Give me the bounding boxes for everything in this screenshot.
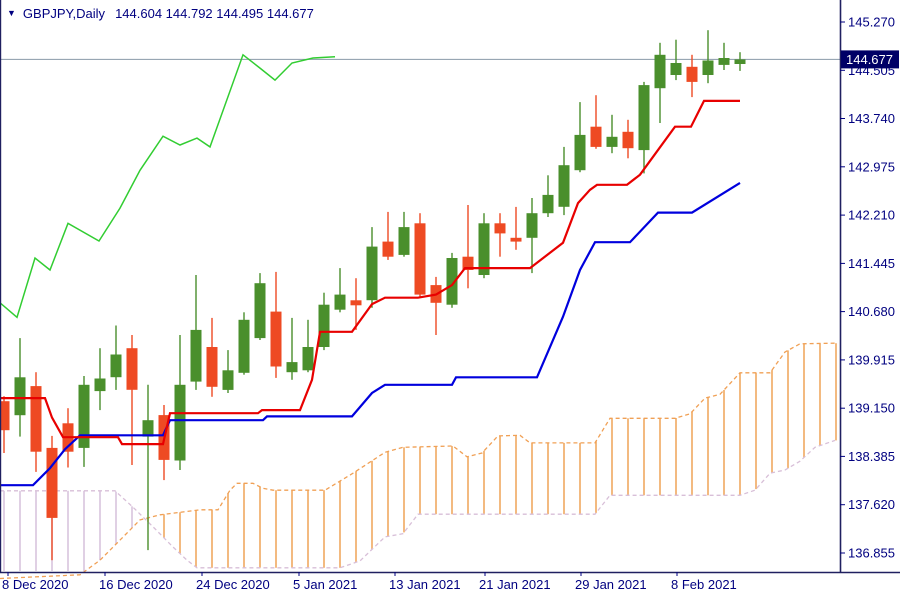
candle-body	[462, 256, 474, 270]
candle-body	[590, 126, 602, 147]
candle-body	[190, 329, 202, 382]
y-axis-label: 138.385	[848, 449, 895, 464]
candle-body	[382, 241, 394, 257]
y-axis-label: 137.620	[848, 497, 895, 512]
candle-body	[174, 384, 186, 461]
candle-body	[46, 447, 58, 518]
candle-body	[318, 304, 330, 347]
y-axis-label: 145.270	[848, 15, 895, 30]
candle-body	[638, 85, 650, 151]
candle-body	[302, 347, 314, 371]
y-axis-label: 139.150	[848, 401, 895, 416]
candle-body	[334, 294, 346, 310]
kijun-sen-line	[0, 181, 741, 487]
candle-body	[654, 54, 666, 89]
y-axis-label: 141.445	[848, 256, 895, 271]
candle-body	[0, 401, 10, 431]
symbol-dropdown-icon[interactable]: ▼	[7, 8, 16, 18]
candle-body	[222, 370, 234, 390]
candle-body	[238, 319, 250, 373]
symbol-period-label: GBPJPY,Daily	[22, 6, 106, 21]
y-axis-label: 143.740	[848, 111, 895, 126]
y-axis-label: 142.210	[848, 208, 895, 223]
candle-body	[510, 237, 522, 242]
candle-body	[254, 283, 266, 339]
candle-body	[30, 386, 42, 452]
candle-body	[126, 348, 138, 390]
senkou-span-b-line	[0, 342, 836, 580]
x-axis-label: 5 Jan 2021	[293, 577, 357, 592]
chikou-span-line	[0, 53, 336, 319]
x-axis-label: 29 Jan 2021	[575, 577, 647, 592]
candle-body	[622, 131, 634, 149]
y-axis-label: 140.680	[848, 304, 895, 319]
x-axis-label: 8 Feb 2021	[671, 577, 737, 592]
candle-body	[206, 347, 218, 387]
current-price-label: 144.677	[846, 52, 893, 67]
senkou-span-a-line	[0, 439, 836, 569]
candle-body	[14, 377, 26, 416]
candle-body	[414, 223, 426, 295]
candle-body	[718, 58, 730, 65]
x-axis-label: 8 Dec 2020	[2, 577, 69, 592]
candle-body	[446, 258, 458, 305]
candle-body	[702, 60, 714, 75]
candle-body	[542, 194, 554, 214]
current-price-box	[841, 50, 899, 69]
y-axis-label: 142.975	[848, 159, 895, 174]
ohlc-quote-text: 144.604 144.792 144.495 144.677	[115, 6, 314, 21]
candle-body	[94, 378, 106, 392]
candle-body	[494, 223, 506, 234]
candle-body	[398, 227, 410, 255]
candle-body	[734, 59, 746, 64]
candle-body	[478, 223, 490, 275]
x-axis-label: 13 Jan 2021	[389, 577, 461, 592]
candle-body	[270, 311, 282, 367]
candle-body	[686, 66, 698, 82]
x-axis-label: 21 Jan 2021	[479, 577, 551, 592]
y-axis-label: 136.855	[848, 546, 895, 561]
candle-body	[670, 63, 682, 75]
quote-header: ▼ GBPJPY,Daily 144.604 144.792 144.495 144…	[7, 6, 314, 21]
candle-body	[574, 134, 586, 171]
candle-body	[78, 384, 90, 448]
candle-body	[110, 354, 122, 378]
y-axis-label: 139.915	[848, 352, 895, 367]
candle-body	[558, 165, 570, 207]
tenkan-sen-line	[0, 99, 740, 446]
x-axis-label: 24 Dec 2020	[196, 577, 270, 592]
x-axis-label: 16 Dec 2020	[99, 577, 173, 592]
candle-body	[142, 420, 154, 437]
candle-body	[286, 362, 298, 373]
candle-body	[526, 213, 538, 238]
candle-body	[366, 246, 378, 301]
candle-body	[350, 300, 362, 306]
candle-body	[606, 136, 618, 147]
